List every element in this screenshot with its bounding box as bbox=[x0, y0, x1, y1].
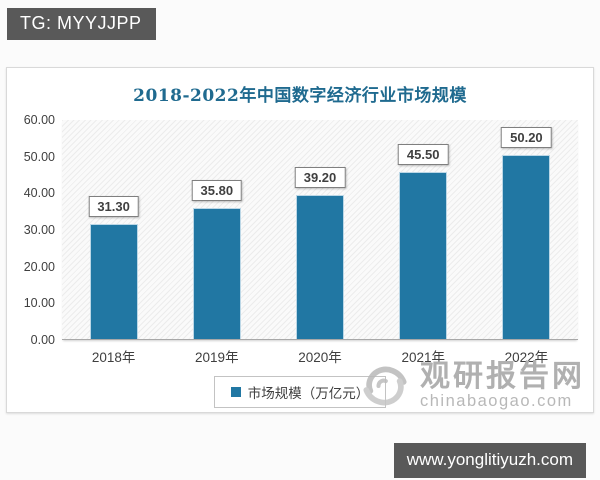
bar-cell: 31.30 bbox=[62, 120, 165, 339]
chart-panel: 2018-2022年中国数字经济行业市场规模 60.00 50.00 40.00 30… bbox=[6, 67, 594, 413]
bar bbox=[296, 195, 344, 339]
x-tick-label: 2022年 bbox=[504, 350, 549, 365]
y-tick-label: 40.00 bbox=[23, 186, 55, 201]
url-banner: www.yonglitiyuzh.com bbox=[393, 443, 586, 478]
x-tick-label: 2020年 bbox=[298, 350, 342, 365]
bar bbox=[89, 224, 138, 339]
bars-row: 31.30 35.80 39.20 45.50 50.20 bbox=[62, 120, 578, 339]
x-tick-label: 2018年 bbox=[91, 350, 136, 365]
plot-area: 31.30 35.80 39.20 45.50 50.20 bbox=[62, 120, 578, 340]
telegram-badge-text: TG: MYYJJPP bbox=[20, 13, 142, 33]
y-tick-label: 60.00 bbox=[23, 113, 55, 127]
y-tick-label: 50.00 bbox=[23, 149, 55, 164]
url-banner-text: www.yonglitiyuzh.com bbox=[406, 450, 573, 469]
y-axis: 60.00 50.00 40.00 30.00 20.00 10.00 0.00 bbox=[7, 113, 62, 347]
x-tick-label: 2021年 bbox=[401, 350, 445, 365]
bar-value-label: 35.80 bbox=[191, 180, 243, 201]
y-tick-label: 0.00 bbox=[30, 333, 55, 347]
bar bbox=[192, 208, 241, 339]
bar-value-label: 50.20 bbox=[501, 127, 552, 148]
legend-swatch-icon bbox=[230, 387, 241, 397]
y-tick-label: 30.00 bbox=[23, 223, 55, 237]
chart-body: 60.00 50.00 40.00 30.00 20.00 10.00 0.00 31.30… bbox=[7, 113, 593, 347]
chart-title: 2018-2022年中国数字经济行业市场规模 bbox=[133, 86, 467, 106]
y-tick-label: 20.00 bbox=[23, 259, 55, 274]
legend-row: 市场规模（万亿元） bbox=[7, 376, 593, 408]
bar-cell: 39.20 bbox=[268, 120, 371, 339]
x-tick-label: 2019年 bbox=[195, 350, 239, 365]
bar-value-label: 39.20 bbox=[294, 167, 346, 188]
legend-label: 市场规模（万亿元） bbox=[247, 386, 370, 401]
bar-cell: 45.50 bbox=[372, 120, 475, 339]
bar-value-label: 31.30 bbox=[88, 196, 139, 217]
legend: 市场规模（万亿元） bbox=[213, 376, 387, 408]
bar bbox=[399, 172, 448, 339]
x-axis-labels: 2018年 2019年 2020年 2021年 2022年 bbox=[62, 346, 578, 366]
bar-value-label: 45.50 bbox=[397, 144, 449, 165]
bar bbox=[502, 155, 551, 339]
bar-cell: 35.80 bbox=[165, 120, 268, 339]
bar-cell: 50.20 bbox=[475, 120, 578, 339]
y-tick-label: 10.00 bbox=[23, 296, 55, 311]
telegram-badge: TG: MYYJJPP bbox=[7, 8, 156, 40]
